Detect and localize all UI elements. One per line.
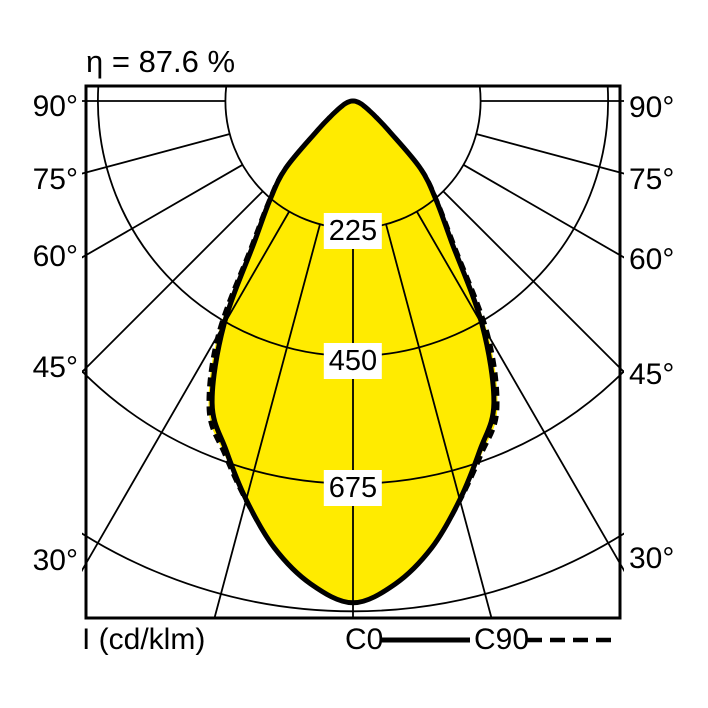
angle-label-right-45: 45° bbox=[629, 358, 675, 391]
radial-grid-line-75 bbox=[475, 133, 624, 175]
angle-label-left-30: 30° bbox=[32, 544, 78, 577]
intensity-tick-450: 450 bbox=[323, 343, 383, 379]
angle-label-right-60: 60° bbox=[629, 243, 675, 276]
angle-label-left-75: 75° bbox=[32, 163, 78, 196]
angle-label-left-60: 60° bbox=[32, 240, 78, 273]
angle-label-right-30: 30° bbox=[629, 542, 675, 575]
intensity-unit-label: I (cd/klm) bbox=[82, 623, 206, 656]
radial-grid-line-45 bbox=[82, 190, 264, 374]
radial-grid-line-45 bbox=[442, 190, 624, 374]
radial-grid-line-60 bbox=[82, 164, 243, 259]
efficiency-label: η = 87.6 % bbox=[86, 44, 236, 79]
radial-grid-line-15 bbox=[213, 223, 321, 618]
angle-label-right-75: 75° bbox=[629, 163, 675, 196]
radial-grid-line-30 bbox=[416, 211, 624, 573]
angle-label-right-90: 90° bbox=[629, 91, 675, 124]
radial-grid-line-60 bbox=[463, 164, 624, 259]
legend-c90-label: C90 bbox=[474, 623, 530, 656]
c0-curve bbox=[209, 98, 497, 606]
radial-grid-line-30 bbox=[82, 211, 290, 573]
legend-c0-label: C0 bbox=[345, 623, 384, 656]
angle-label-left-45: 45° bbox=[32, 351, 78, 384]
intensity-tick-225: 225 bbox=[323, 213, 383, 249]
radial-grid-line-15 bbox=[385, 223, 493, 618]
plot-frame bbox=[84, 84, 622, 620]
radial-grid-line-75 bbox=[82, 133, 231, 175]
angle-label-left-90: 90° bbox=[32, 90, 78, 123]
intensity-tick-675: 675 bbox=[323, 470, 383, 506]
